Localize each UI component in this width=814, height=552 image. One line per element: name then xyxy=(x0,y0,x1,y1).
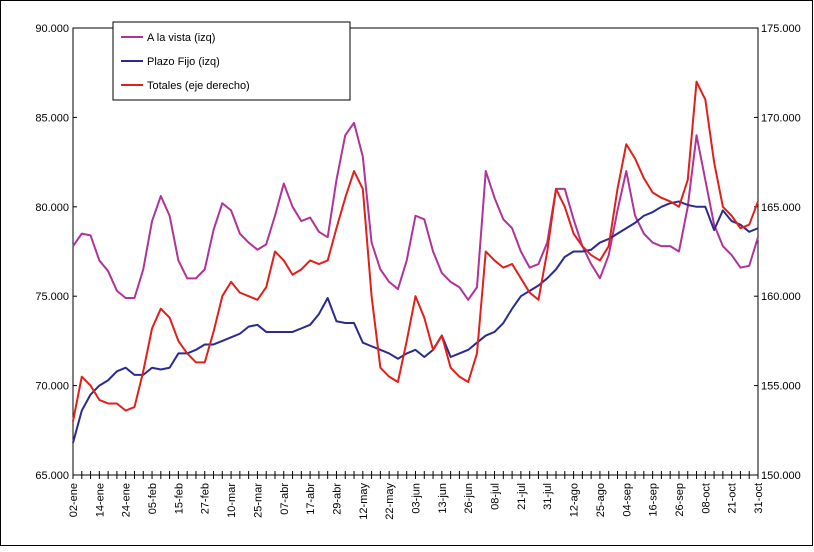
x-tick-label: 08-oct xyxy=(700,483,712,514)
x-tick-label: 22-may xyxy=(384,483,396,520)
x-tick-label: 31-jul xyxy=(542,483,554,510)
x-tick-label: 15-feb xyxy=(173,483,185,514)
x-tick-label: 12-ago xyxy=(569,483,581,517)
x-tick-label: 26-sep xyxy=(674,483,686,517)
x-tick-label: 08-jul xyxy=(490,483,502,510)
x-tick-label: 04-sep xyxy=(621,483,633,517)
legend-box xyxy=(112,21,351,101)
y-tick-label: 65.000 xyxy=(35,470,69,482)
series-line xyxy=(72,80,759,422)
y-tick-label: 90.000 xyxy=(35,23,69,35)
y2-tick-label: 165.000 xyxy=(761,202,801,214)
x-tick-label: 03-jun xyxy=(411,483,423,514)
y2-tick-label: 160.000 xyxy=(761,291,801,303)
x-tick-label: 17-abr xyxy=(305,483,317,515)
y-tick-label: 70.000 xyxy=(35,381,69,393)
legend-label: A la vista (izq) xyxy=(147,32,215,44)
y2-tick-label: 175.000 xyxy=(761,23,801,35)
y2-tick-label: 155.000 xyxy=(761,381,801,393)
legend-label: Plazo Fijo (izq) xyxy=(147,56,220,68)
x-tick-label: 14-ene xyxy=(94,483,106,517)
x-tick-label: 24-ene xyxy=(121,483,133,517)
x-tick-label: 07-abr xyxy=(279,483,291,515)
y-tick-label: 75.000 xyxy=(35,291,69,303)
y2-tick-label: 170.000 xyxy=(761,112,801,124)
x-tick-label: 26-jun xyxy=(463,483,475,514)
x-tick-label: 16-sep xyxy=(648,483,660,517)
x-tick-label: 29-abr xyxy=(331,483,343,515)
y-tick-label: 80.000 xyxy=(35,202,69,214)
x-tick-label: 10-mar xyxy=(226,483,238,518)
x-tick-label: 25-mar xyxy=(252,483,264,518)
x-tick-label: 27-feb xyxy=(200,483,212,514)
x-tick-label: 25-ago xyxy=(595,483,607,517)
x-tick-label: 21-oct xyxy=(727,483,739,514)
x-tick-label: 31-oct xyxy=(753,483,765,514)
y2-tick-label: 150.000 xyxy=(761,470,801,482)
y-tick-label: 85.000 xyxy=(35,112,69,124)
x-tick-label: 02-ene xyxy=(68,483,80,517)
x-tick-label: 13-jun xyxy=(437,483,449,514)
series-line xyxy=(72,121,759,301)
legend-label: Totales (eje derecho) xyxy=(147,80,250,92)
x-tick-label: 21-jul xyxy=(516,483,528,510)
x-tick-label: 05-feb xyxy=(147,483,159,514)
x-tick-label: 12-may xyxy=(358,483,370,520)
